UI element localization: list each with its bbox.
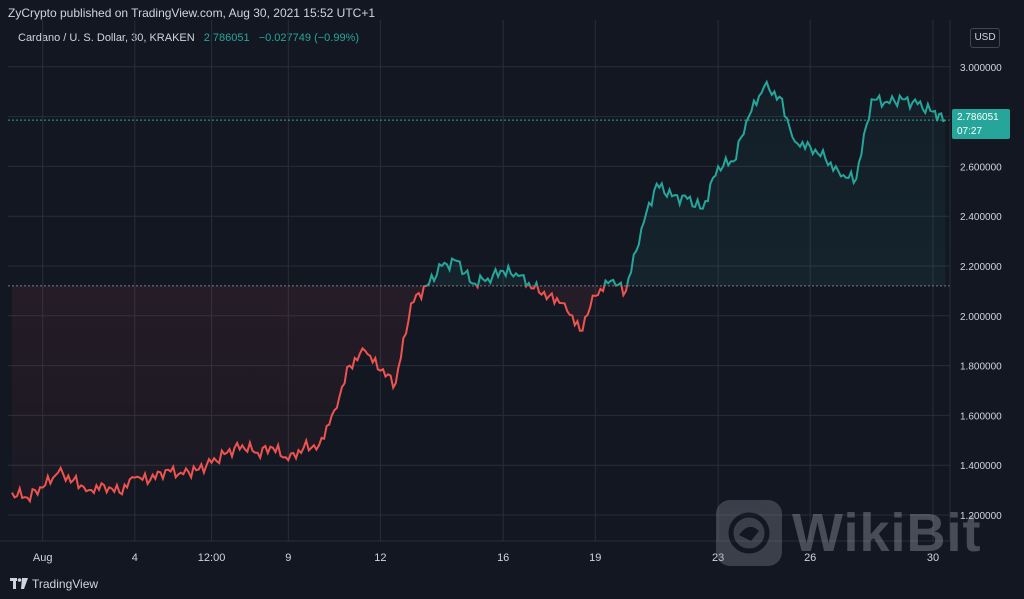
y-tick-label: 2.400000 bbox=[960, 212, 1002, 223]
x-tick-label: 12 bbox=[374, 552, 386, 564]
area-below-baseline bbox=[12, 285, 946, 502]
x-tick-label: 23 bbox=[712, 552, 724, 564]
y-tick-label: 2.000000 bbox=[960, 312, 1002, 323]
watermark-text: WikiBit bbox=[792, 503, 982, 563]
x-tick-label: 4 bbox=[132, 552, 138, 564]
y-tick-label: 1.600000 bbox=[960, 411, 1002, 422]
footer-brand: TradingView bbox=[10, 577, 98, 591]
wikibit-logo-icon bbox=[716, 500, 782, 566]
x-tick-label: 26 bbox=[804, 552, 816, 564]
last-price: 2.786051 bbox=[203, 32, 250, 44]
price-change: −0.027749 (−0.99%) bbox=[258, 32, 360, 44]
x-tick-label: 12:00 bbox=[198, 552, 226, 564]
area-above-baseline bbox=[426, 82, 946, 286]
symbol-legend: Cardano / U. S. Dollar, 30, KRAKEN 2.786… bbox=[18, 32, 359, 44]
x-tick-label: 30 bbox=[927, 552, 939, 564]
x-tick-label: 16 bbox=[497, 552, 509, 564]
footer-brand-text: TradingView bbox=[32, 577, 99, 591]
x-tick-label: 9 bbox=[285, 552, 291, 564]
series-line-above bbox=[422, 79, 946, 286]
symbol-name: Cardano / U. S. Dollar, 30, KRAKEN bbox=[18, 32, 195, 44]
price-tag-value: 2.786051 bbox=[957, 112, 999, 123]
y-tick-label: 2.200000 bbox=[960, 262, 1002, 273]
y-tick-label: 1.800000 bbox=[960, 362, 1002, 373]
wikibit-watermark: WikiBit bbox=[716, 500, 982, 566]
tradingview-logo-icon bbox=[10, 578, 28, 590]
publish-info: ZyCrypto published on TradingView.com, A… bbox=[8, 6, 376, 20]
y-tick-label: 2.600000 bbox=[960, 162, 1002, 173]
price-tag-countdown: 07:27 bbox=[957, 126, 983, 137]
y-tick-label: 3.000000 bbox=[960, 63, 1002, 74]
series-line-below bbox=[11, 285, 629, 504]
last-price-tag: 2.786051 07:27 bbox=[952, 109, 1010, 139]
x-tick-label: 19 bbox=[589, 552, 601, 564]
time-axis-ticks: Aug 4 12:00 9 12 16 19 23 26 30 bbox=[33, 552, 939, 564]
currency-selector[interactable]: USD bbox=[970, 28, 1000, 48]
y-tick-label: 1.400000 bbox=[960, 461, 1002, 472]
x-tick-label: Aug bbox=[33, 552, 53, 564]
y-tick-label: 1.200000 bbox=[960, 511, 1002, 522]
